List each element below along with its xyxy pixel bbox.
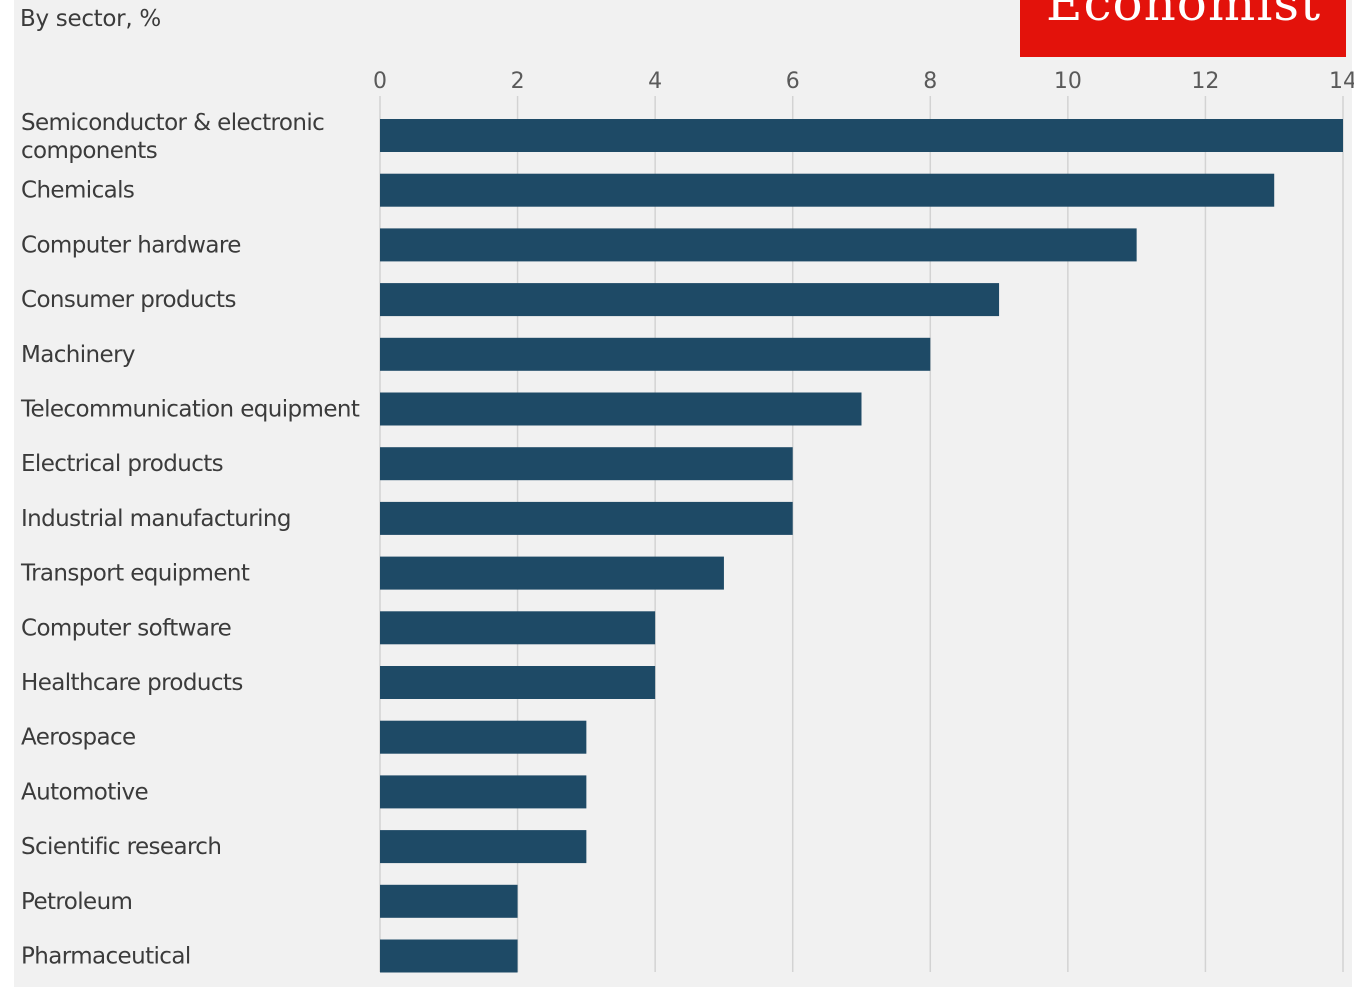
x-tick-label: 14 [1329,69,1354,94]
bar [380,119,1343,152]
x-tick-label: 2 [511,69,525,94]
bar [380,173,1275,207]
category-label: Petroleum [21,889,132,915]
bar [380,447,793,481]
category-label: Automotive [21,779,148,805]
category-label: Pharmaceutical [21,944,191,970]
bars [380,119,1343,973]
category-label: Scientific research [21,834,221,860]
bar [380,283,1000,317]
category-label: Chemicals [21,178,134,204]
economist-logo-text: Economist [1046,0,1322,32]
x-tick-label: 12 [1191,69,1219,94]
category-label: Computer software [21,615,231,641]
category-labels: Semiconductor & electronic components Chem… [20,110,360,970]
category-label: Healthcare products [21,670,243,696]
x-axis-ticks: 0 2 4 6 8 10 12 14 [373,69,1354,94]
x-tick-label: 4 [648,69,662,94]
category-label: Electrical products [21,451,223,477]
x-tick-label: 6 [786,69,800,94]
bar [380,501,793,535]
category-label: Computer hardware [21,232,241,258]
category-label: Industrial manufacturing [21,506,291,532]
category-label: Telecommunication equipment [20,397,360,423]
bar [380,611,656,645]
category-label: Semiconductor & electronic components [21,110,324,164]
bar [380,392,862,426]
bar [380,228,1137,262]
x-tick-label: 0 [373,69,387,94]
bar [380,666,656,699]
bar [380,830,587,864]
bar [380,337,931,371]
category-label: Transport equipment [20,561,250,587]
bar [380,884,518,918]
category-label: Aerospace [21,725,136,751]
x-tick-label: 8 [923,69,937,94]
chart-subtitle: By sector, % [20,6,161,32]
bar [380,939,518,973]
bar [380,556,724,590]
bar [380,720,587,754]
bar [380,775,587,809]
x-tick-label: 10 [1054,69,1082,94]
category-label: Machinery [21,342,135,368]
chart-frame [14,0,1352,987]
economist-logo: Economist [1020,0,1346,57]
category-label: Consumer products [21,287,236,313]
